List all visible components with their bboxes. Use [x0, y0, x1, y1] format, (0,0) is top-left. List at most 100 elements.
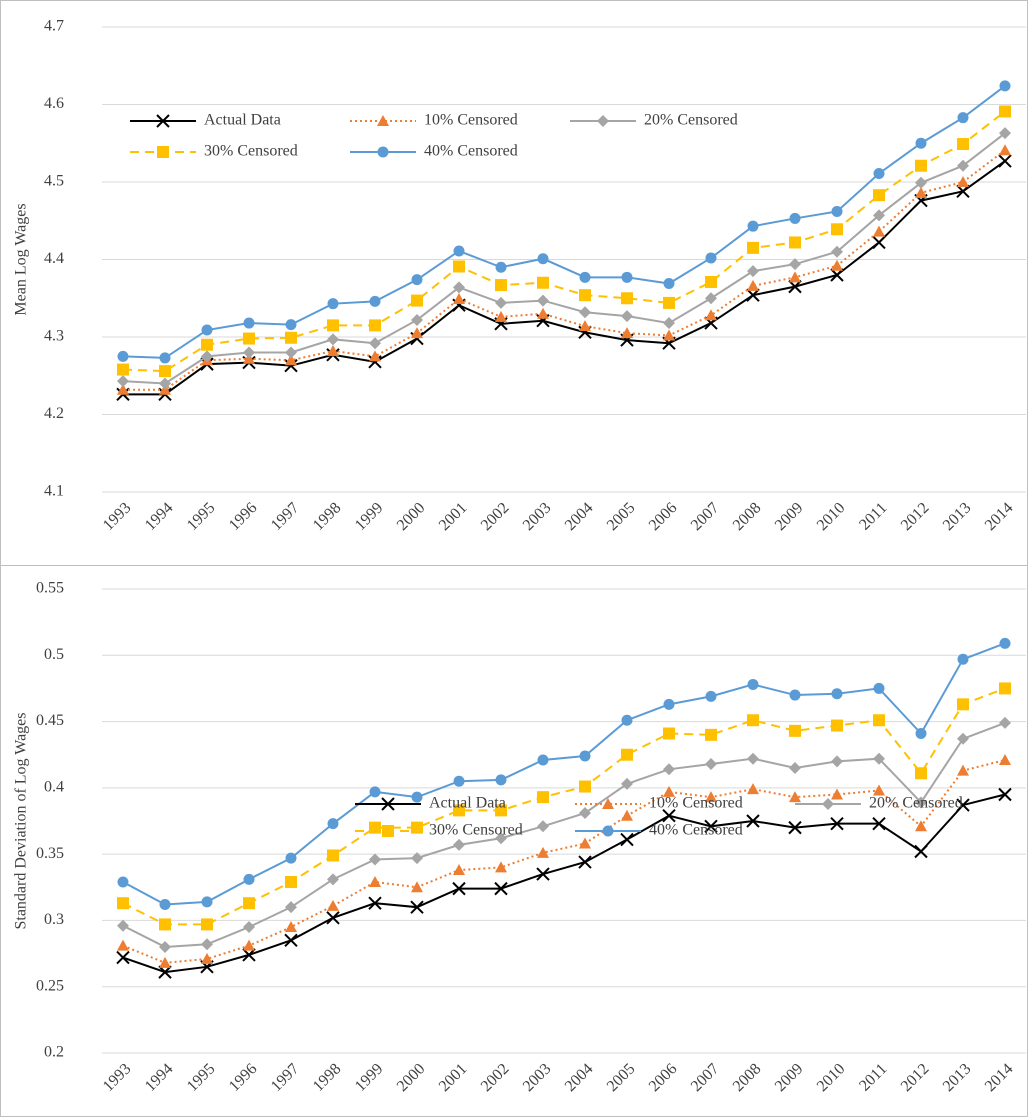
marker [201, 952, 213, 964]
marker [495, 261, 507, 273]
marker [705, 275, 717, 288]
marker [201, 896, 213, 908]
marker [495, 296, 507, 309]
marker [788, 820, 802, 835]
legend-label: 20% Censored [869, 795, 963, 812]
marker [536, 867, 550, 881]
legend-marker [602, 825, 614, 837]
marker [537, 294, 549, 307]
series-line [122, 793, 1006, 974]
marker [159, 940, 171, 953]
marker [494, 881, 508, 896]
marker [621, 714, 633, 726]
marker [453, 838, 465, 851]
x-tick-label: 2011 [856, 499, 890, 533]
marker [495, 832, 507, 845]
marker [747, 220, 759, 232]
legend-marker [602, 798, 614, 809]
marker [117, 363, 129, 376]
marker [327, 849, 339, 862]
marker [327, 344, 339, 356]
marker [201, 324, 213, 336]
marker [705, 252, 717, 264]
y-tick-label: 0.25 [36, 977, 64, 994]
series-line [122, 721, 1006, 948]
x-tick-label: 1996 [226, 1060, 261, 1095]
marker [747, 279, 759, 291]
marker [789, 689, 801, 701]
marker [410, 900, 424, 914]
marker [579, 271, 591, 283]
marker [537, 846, 549, 858]
marker [411, 852, 423, 865]
marker [369, 350, 381, 362]
marker [453, 293, 465, 305]
marker [998, 787, 1012, 802]
y-tick-label: 4.3 [44, 328, 64, 345]
marker [663, 727, 675, 740]
marker [872, 235, 886, 250]
x-tick-label: 2004 [562, 1060, 597, 1095]
y-tick-label: 4.1 [44, 483, 64, 500]
marker [284, 933, 298, 948]
marker [285, 331, 297, 344]
marker [495, 861, 507, 873]
marker [957, 138, 969, 151]
y-tick-label: 4.2 [44, 405, 64, 422]
legend-marker [377, 115, 389, 126]
legend-marker [377, 146, 389, 158]
marker [537, 276, 549, 289]
x-tick-label: 2000 [394, 1060, 429, 1095]
x-tick-label: 2002 [478, 1060, 513, 1095]
series-line [122, 759, 1006, 964]
marker [957, 159, 969, 172]
marker [831, 245, 843, 258]
panel-border [0, 565, 1028, 1117]
marker [243, 873, 255, 885]
x-tick-label: 2007 [688, 499, 723, 534]
series-line [123, 149, 1006, 391]
marker [327, 899, 339, 911]
marker [663, 785, 675, 797]
marker [663, 698, 675, 710]
x-tick-label: 2007 [688, 1060, 723, 1095]
marker [831, 755, 843, 768]
marker [957, 732, 969, 745]
marker [914, 844, 928, 859]
marker [746, 814, 760, 828]
marker [579, 780, 591, 793]
marker [579, 807, 591, 820]
marker [915, 176, 927, 189]
marker [789, 258, 801, 271]
marker [956, 184, 970, 199]
marker [873, 714, 885, 727]
marker [621, 777, 633, 790]
marker [201, 338, 213, 351]
series-line [123, 160, 1006, 396]
marker [453, 281, 465, 294]
marker [915, 728, 927, 740]
marker [116, 950, 130, 965]
marker [411, 274, 423, 286]
marker [243, 939, 255, 951]
x-tick-label: 1998 [310, 1060, 345, 1095]
x-tick-label: 2003 [520, 499, 555, 534]
x-tick-label: 2005 [604, 1060, 639, 1095]
marker [243, 921, 255, 934]
marker [117, 350, 129, 362]
marker [747, 783, 759, 795]
y-tick-label: 4.5 [44, 173, 64, 190]
marker [621, 271, 633, 283]
legend-marker [822, 798, 834, 810]
marker [831, 259, 843, 271]
marker [117, 897, 129, 910]
marker [327, 818, 339, 830]
x-tick-label: 2014 [982, 499, 1017, 534]
x-tick-label: 2011 [856, 1060, 890, 1094]
marker [621, 809, 633, 821]
marker [117, 375, 129, 388]
marker [831, 719, 843, 732]
y-tick-label: 0.5 [44, 646, 64, 663]
marker [956, 798, 970, 812]
x-tick-label: 1995 [184, 499, 219, 534]
